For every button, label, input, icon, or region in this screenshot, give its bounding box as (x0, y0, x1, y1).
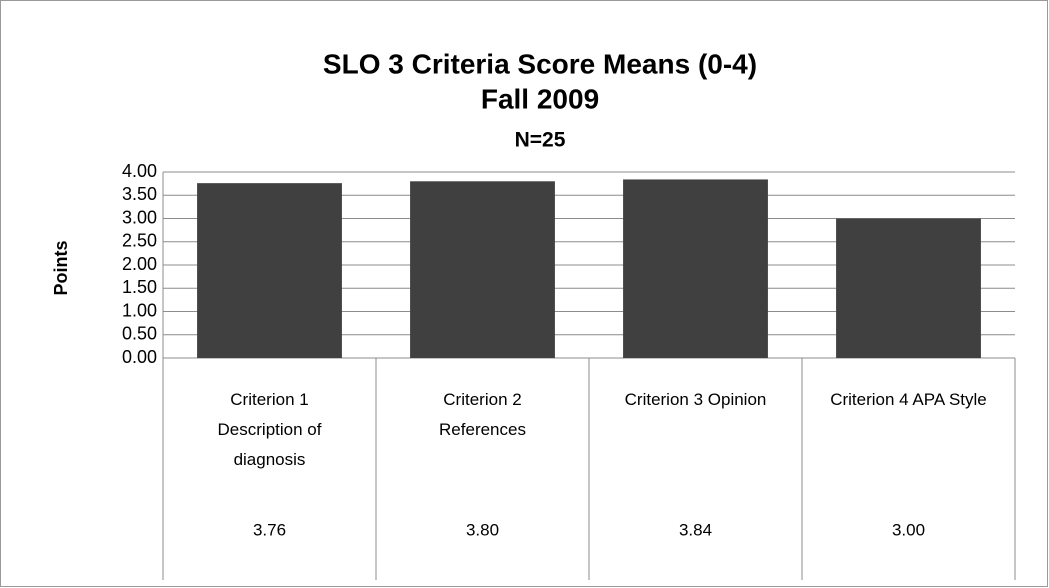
category-cell: Criterion 2 References (439, 390, 526, 439)
y-tick-label: 2.00 (122, 254, 157, 274)
chart-subtitle: Fall 2009 (481, 83, 599, 114)
value-label: 3.76 (253, 520, 286, 539)
chart-title: SLO 3 Criteria Score Means (0-4) (323, 48, 757, 79)
y-axis-label: Points (51, 240, 71, 295)
category-cell: Criterion 3 Opinion (624, 390, 767, 409)
y-tick-label: 3.50 (122, 184, 157, 204)
y-tick-label: 4.00 (122, 161, 157, 181)
value-label: 3.84 (679, 520, 712, 539)
value-label: 3.80 (466, 520, 499, 539)
annotation: N=25 (515, 129, 566, 152)
y-tick-label: 0.00 (122, 347, 157, 367)
x-tick-label: Criterion 3 Opinion (624, 390, 767, 409)
y-tick-label: 3.00 (122, 207, 157, 227)
x-tick-label: Criterion 2 References (439, 390, 526, 439)
y-tick-label: 1.50 (122, 277, 157, 297)
y-tick-label: 1.00 (122, 300, 157, 320)
bar (836, 218, 981, 358)
y-tick-label: 0.50 (122, 324, 157, 344)
value-label: 3.00 (892, 520, 925, 539)
category-cell: Criterion 4 APA Style (830, 390, 987, 409)
bar (410, 181, 555, 358)
y-tick-label: 2.50 (122, 231, 157, 251)
bar (197, 183, 342, 358)
x-tick-label: Criterion 4 APA Style (830, 390, 987, 409)
category-cell: Criterion 1 Description of diagnosis (217, 390, 322, 469)
bar (623, 179, 768, 358)
x-tick-label: Criterion 1 Description of diagnosis (217, 390, 322, 469)
